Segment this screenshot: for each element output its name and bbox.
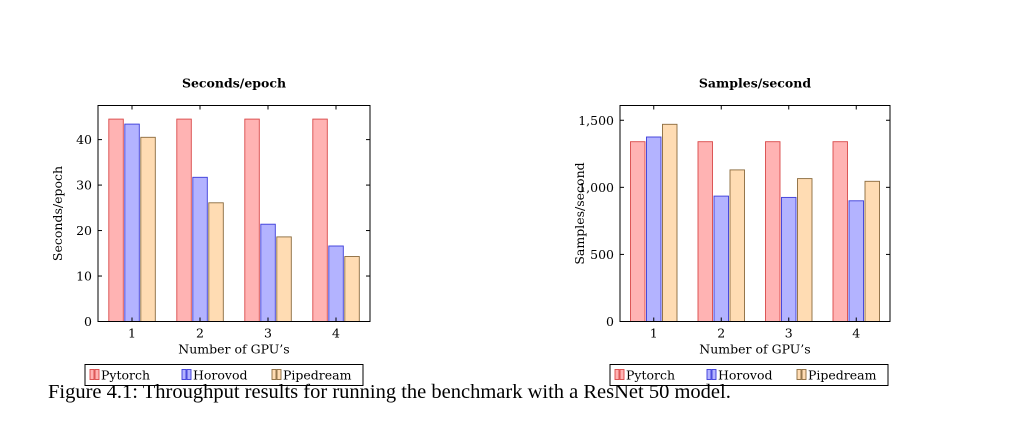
- y-tick-label: 10: [76, 269, 92, 284]
- legend-label-pytorch: Pytorch: [101, 368, 150, 383]
- x-tick-label: 1: [650, 326, 658, 341]
- bar-horovod-1: [124, 123, 140, 322]
- x-tick-label: 3: [785, 326, 793, 341]
- legend-swatch-pytorch: [614, 369, 620, 380]
- legend-swatch-horovod: [711, 369, 717, 380]
- chart-samples-per-second: 0 500 1,000 1,500 1 2 3 4 Samples/second Number o…: [572, 76, 891, 386]
- legend-swatch-horovod: [186, 369, 192, 380]
- y-tick-label: 40: [76, 132, 92, 147]
- legend-swatch-pipedream: [796, 369, 802, 380]
- bar-horovod-4: [848, 200, 864, 322]
- legend-label-horovod: Horovod: [193, 368, 248, 383]
- bar-horovod-3: [260, 223, 276, 322]
- bar-pipedream-1: [140, 136, 156, 322]
- y-tick-label: 20: [76, 223, 92, 238]
- legend-swatch-pytorch: [89, 369, 95, 380]
- y-axis-label: Samples/second: [572, 162, 587, 264]
- chart-title: Seconds/epoch: [182, 76, 286, 91]
- bar-horovod-2: [192, 176, 208, 322]
- x-tick-label: 3: [264, 326, 272, 341]
- bar-pytorch-4: [312, 118, 328, 322]
- bar-horovod-4: [328, 245, 344, 322]
- bar-pytorch-1: [108, 118, 124, 322]
- bar-horovod-2: [713, 195, 729, 322]
- bar-pipedream-3: [276, 236, 292, 322]
- legend-label-horovod: Horovod: [718, 368, 773, 383]
- bar-pipedream-4: [344, 256, 360, 322]
- legend-swatch-pytorch: [619, 369, 625, 380]
- y-tick-label: 0: [606, 314, 614, 329]
- legend-box: [84, 364, 364, 386]
- bar-pipedream-2: [208, 202, 224, 322]
- y-tick-label: 1,500: [578, 113, 614, 128]
- y-tick-label: 30: [76, 178, 92, 193]
- bar-pytorch-1: [630, 141, 646, 322]
- bar-pytorch-2: [697, 141, 713, 322]
- x-tick-label: 2: [717, 326, 725, 341]
- legend-label-pipedream: Pipedream: [283, 368, 352, 383]
- plot-frame: [619, 105, 891, 322]
- bar-pytorch-3: [765, 141, 781, 322]
- y-tick-label: 1,000: [578, 180, 614, 195]
- bar-pytorch-4: [832, 141, 848, 322]
- chart-title: Samples/second: [699, 76, 811, 91]
- bar-pipedream-3: [797, 178, 813, 322]
- bar-pipedream-4: [864, 180, 880, 322]
- x-tick-label: 2: [196, 326, 204, 341]
- x-axis-label: Number of GPU’s: [699, 342, 810, 357]
- x-tick-label: 1: [128, 326, 136, 341]
- legend-label-pytorch: Pytorch: [626, 368, 675, 383]
- x-tick-label: 4: [852, 326, 860, 341]
- legend-label-pipedream: Pipedream: [808, 368, 877, 383]
- plot-frame: [97, 105, 371, 322]
- bar-pytorch-2: [176, 118, 192, 322]
- legend-swatch-pytorch: [94, 369, 100, 380]
- figure-caption: Figure 4.1: Throughput results for runni…: [48, 381, 731, 403]
- y-axis-label: Seconds/epoch: [50, 166, 65, 261]
- y-tick-label: 0: [84, 314, 92, 329]
- y-tick-label: 500: [590, 247, 614, 262]
- x-tick-label: 4: [332, 326, 340, 341]
- legend-swatch-horovod: [706, 369, 712, 380]
- bar-horovod-1: [646, 136, 662, 322]
- chart-seconds-per-epoch: 0 10 20 30 40 1 2 3 4 Seconds/epoch Number of GPU’…: [50, 76, 371, 386]
- legend-swatch-pipedream: [801, 369, 807, 380]
- bar-pipedream-1: [662, 123, 678, 322]
- legend-swatch-pipedream: [276, 369, 282, 380]
- x-axis-label: Number of GPU’s: [178, 342, 289, 357]
- legend-box: [609, 364, 889, 386]
- legend-swatch-horovod: [181, 369, 187, 380]
- bar-pytorch-3: [244, 118, 260, 322]
- legend-swatch-pipedream: [271, 369, 277, 380]
- bar-horovod-3: [781, 196, 797, 322]
- bar-pipedream-2: [729, 169, 745, 322]
